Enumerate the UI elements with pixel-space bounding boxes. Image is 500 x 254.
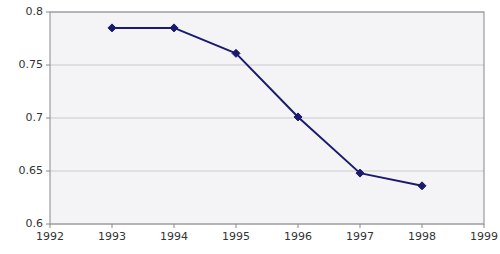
marker: [356, 169, 364, 177]
tick-mark: [46, 171, 50, 172]
marker: [294, 113, 302, 121]
tick-mark: [46, 65, 50, 66]
tick-mark: [298, 224, 299, 228]
tick-mark: [46, 12, 50, 13]
tick-label: 1994: [160, 230, 188, 243]
tick-label: 0.65: [19, 164, 44, 177]
plot-area: [50, 12, 484, 224]
plot-frame: [50, 12, 484, 224]
tick-label: 1992: [36, 230, 64, 243]
chart-container: 0.6 0.65 0.7 0.75 0.8 1992 1993 1994 1995 1996 199…: [0, 0, 500, 254]
tick-mark: [484, 224, 485, 228]
tick-label: 0.6: [26, 217, 44, 230]
tick-mark: [360, 224, 361, 228]
chart: 0.6 0.65 0.7 0.75 0.8 1992 1993 1994 1995 1996 199…: [0, 0, 500, 254]
tick-label: 0.7: [26, 111, 44, 124]
marker: [108, 24, 116, 32]
tick-mark: [50, 224, 51, 228]
tick-label: 1996: [284, 230, 312, 243]
series: [108, 24, 426, 190]
tick-label: 1995: [222, 230, 250, 243]
tick-mark: [46, 118, 50, 119]
marker: [232, 49, 240, 57]
tick-label: 1998: [408, 230, 436, 243]
line: [112, 28, 422, 186]
tick-label: 0.75: [19, 58, 44, 71]
tick-mark: [236, 224, 237, 228]
marker: [170, 24, 178, 32]
tick-label: 1993: [98, 230, 126, 243]
tick-label: 1997: [346, 230, 374, 243]
grid-line: [50, 65, 484, 66]
tick-mark: [46, 224, 50, 225]
grid-line: [50, 118, 484, 119]
tick-mark: [112, 224, 113, 228]
tick-mark: [422, 224, 423, 228]
tick-label: 0.8: [26, 5, 44, 18]
marker: [418, 182, 426, 190]
tick-label: 1999: [470, 230, 498, 243]
tick-mark: [174, 224, 175, 228]
grid-line: [50, 171, 484, 172]
